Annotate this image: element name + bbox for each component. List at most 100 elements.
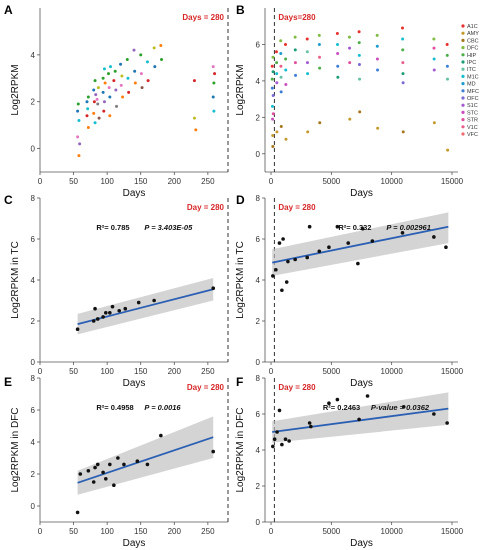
legend-marker	[461, 89, 465, 93]
data-point	[106, 72, 110, 76]
data-point	[271, 93, 275, 97]
data-point	[103, 81, 107, 85]
legend-marker	[461, 38, 465, 43]
x-tick-label: 10000	[381, 367, 404, 376]
data-point	[77, 154, 81, 158]
panel-letter: E	[4, 375, 12, 389]
legend-marker	[461, 125, 465, 129]
data-point	[347, 35, 351, 39]
data-point	[132, 48, 136, 52]
data-point	[305, 255, 310, 260]
p-value-label: P = 0.0016	[144, 403, 181, 412]
data-point	[358, 77, 362, 81]
x-tick-label: 100	[100, 367, 114, 376]
data-point	[92, 111, 96, 115]
data-point	[101, 76, 105, 80]
y-axis-title: Log2RPKM in TC	[235, 241, 246, 319]
data-point	[283, 437, 288, 442]
data-point	[279, 90, 283, 94]
data-point	[284, 83, 288, 87]
data-point	[113, 69, 117, 73]
data-point	[294, 73, 298, 77]
y-tick-label: 8	[31, 374, 36, 383]
legend-marker	[461, 82, 465, 86]
data-point	[97, 116, 101, 120]
x-tick-label: 15000	[441, 177, 464, 186]
data-point	[91, 319, 96, 323]
data-point	[211, 65, 215, 69]
x-tick-label: 150	[134, 367, 148, 376]
y-tick-label: 2	[31, 317, 36, 326]
data-point	[102, 67, 106, 71]
data-point	[307, 421, 312, 425]
data-point	[335, 42, 339, 46]
data-point	[117, 308, 122, 313]
data-point	[432, 37, 436, 41]
data-point	[336, 64, 340, 68]
r-squared-label: R²= 0.2463	[323, 403, 360, 412]
y-tick-label: 2	[31, 470, 36, 479]
legend-marker	[461, 132, 465, 136]
data-point	[307, 224, 312, 229]
data-point	[271, 55, 275, 59]
x-tick-label: 5000	[322, 367, 340, 376]
data-point	[127, 90, 131, 94]
data-point	[94, 93, 98, 97]
data-point	[275, 130, 279, 134]
data-point	[275, 430, 279, 434]
data-point	[85, 114, 89, 118]
y-tick-label: 2	[256, 317, 261, 326]
legend-marker	[461, 96, 465, 100]
data-point	[194, 128, 198, 132]
data-point	[102, 109, 106, 113]
regression-line	[272, 225, 449, 264]
x-tick-label: 15000	[441, 367, 464, 376]
data-point	[284, 137, 288, 141]
data-point	[116, 456, 120, 460]
data-point	[287, 439, 291, 443]
data-point	[357, 53, 361, 57]
data-point	[112, 79, 116, 83]
data-point	[76, 102, 80, 106]
r-squared-label: R²= 0.785	[96, 223, 129, 232]
panel-letter: F	[236, 375, 243, 389]
data-point	[93, 465, 97, 470]
data-point	[135, 459, 140, 464]
x-axis-title: Days	[350, 378, 373, 389]
legend-label: HIP	[467, 53, 477, 59]
data-point	[446, 148, 450, 152]
panel-e: E 0 50 100 150 200 250 0 2 4 6 8 Days Log2RPKM in DFC…	[4, 374, 229, 549]
x-tick-label: 150	[134, 527, 148, 536]
p-value-label: P = 3.403E-05	[144, 223, 193, 232]
panel-d: D 0 5000 10000 15000 0 2 4 6 8 Days Log2RPKM in TC D…	[235, 193, 464, 389]
data-point	[348, 46, 352, 50]
data-point	[271, 134, 275, 138]
data-point	[357, 41, 361, 45]
data-point	[318, 55, 322, 59]
data-point	[446, 77, 450, 81]
legend-marker	[461, 60, 465, 64]
y-axis-title: Log2RPKM	[10, 64, 21, 115]
data-point	[92, 100, 96, 104]
y-axis-title: Log2RPKM in DFC	[235, 407, 246, 492]
y-tick-label: 8	[31, 194, 36, 203]
data-point	[104, 311, 108, 315]
x-tick-label: 50	[69, 367, 78, 376]
data-point	[120, 74, 124, 78]
data-point	[375, 33, 379, 37]
data-point	[305, 61, 309, 65]
reference-line-label: Day = 280	[187, 203, 225, 212]
legend-label: VFC	[467, 132, 478, 138]
data-point	[85, 100, 89, 104]
x-axis-title: Days	[350, 538, 373, 549]
data-point	[358, 110, 362, 114]
data-point	[272, 437, 277, 442]
data-point	[335, 32, 339, 36]
data-point	[401, 48, 405, 52]
x-tick-label: 100	[100, 527, 114, 536]
legend-label: MFC	[467, 89, 479, 95]
data-point	[114, 88, 118, 92]
data-point	[279, 75, 283, 79]
legend-label: V1C	[467, 125, 478, 131]
